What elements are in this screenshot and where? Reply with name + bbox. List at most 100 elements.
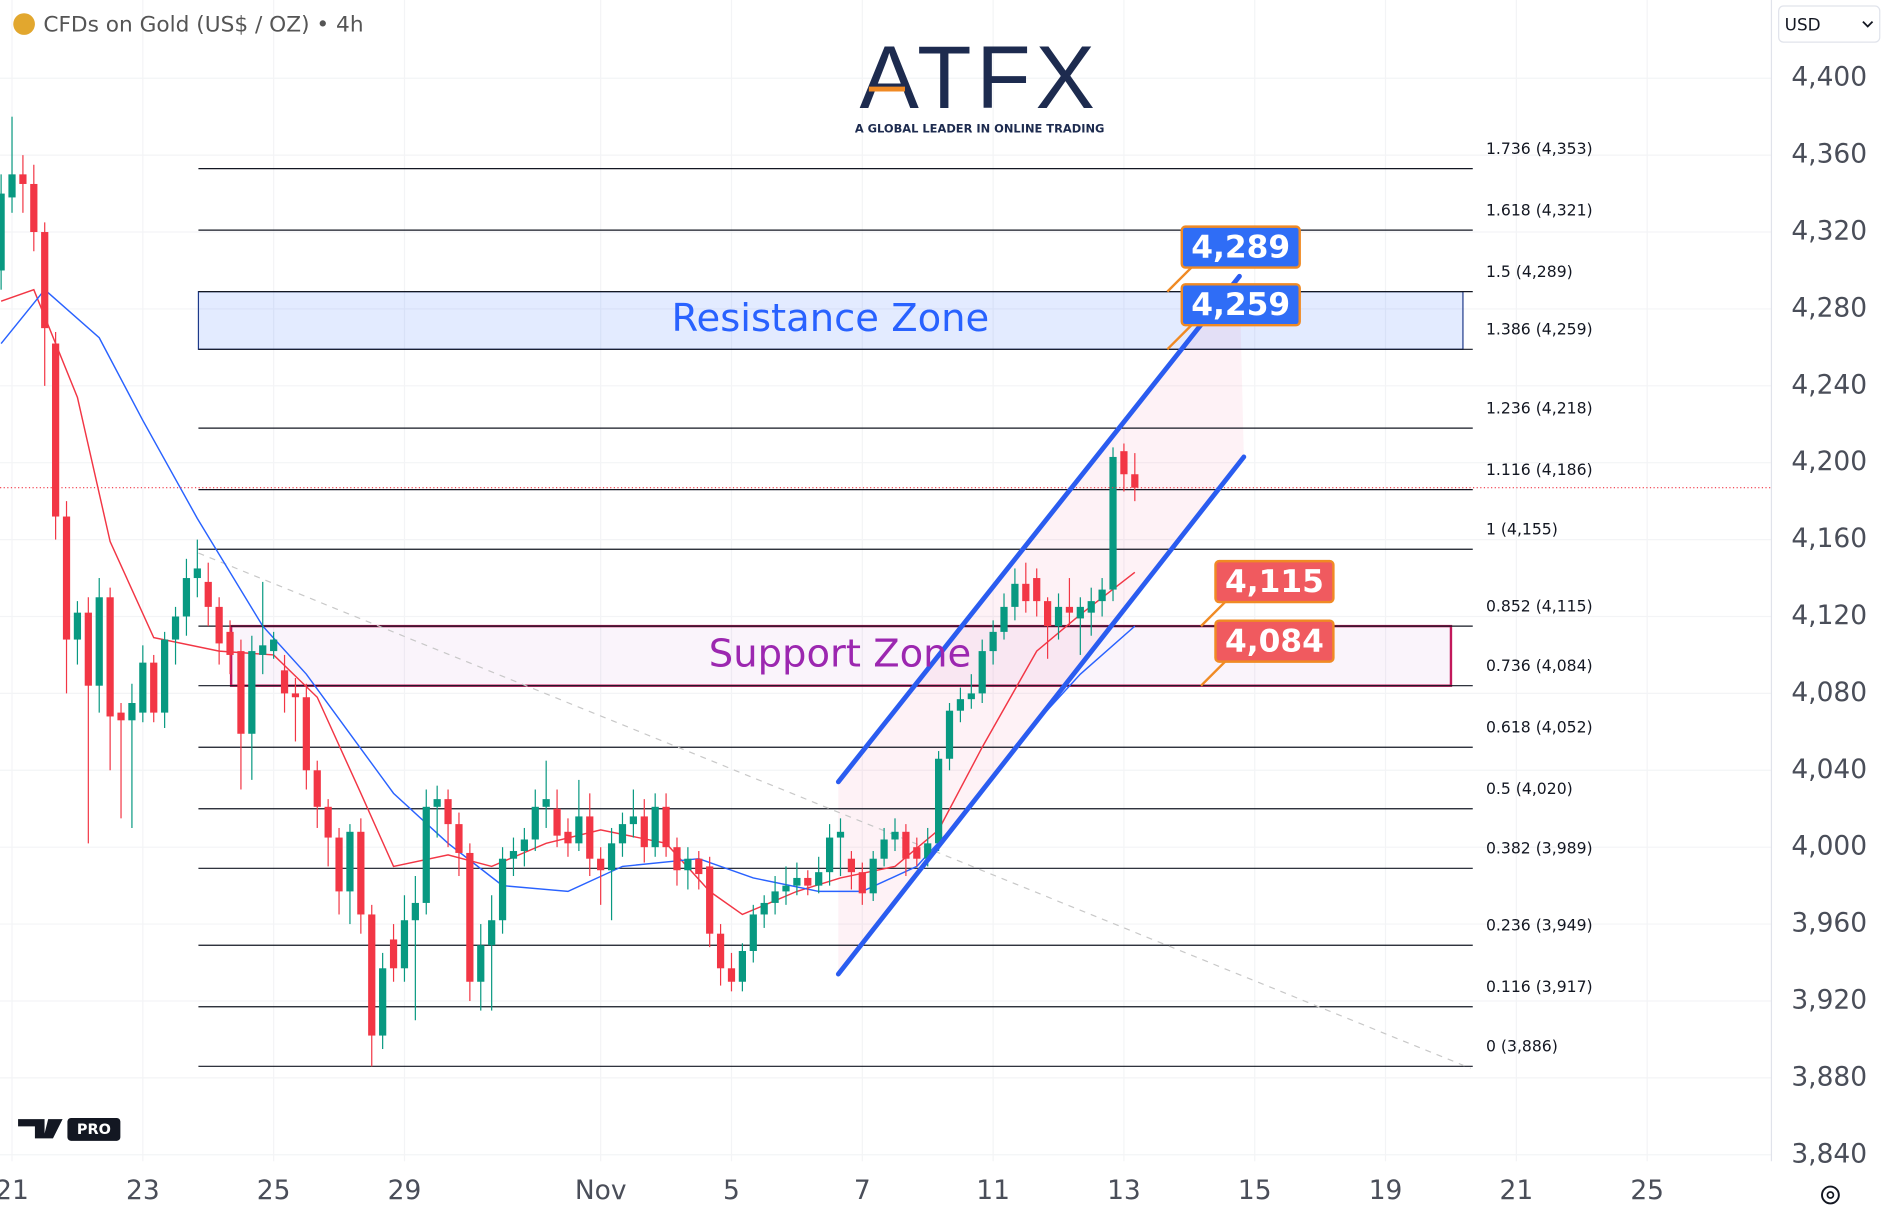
tag-pointer (1166, 324, 1193, 351)
fib-label: 0.236 (3,949) (1486, 915, 1593, 934)
candle-body (706, 866, 714, 934)
y-tick-label: 4,400 (1791, 62, 1867, 93)
candle-body (1120, 451, 1128, 475)
candle-body (259, 645, 267, 655)
candle-body (95, 597, 103, 686)
candle-body (509, 851, 518, 859)
x-tick-label: 11 (976, 1175, 1010, 1206)
fib-label: 1.386 (4,259) (1486, 320, 1593, 339)
candle-body (1022, 583, 1030, 602)
candle-body (662, 806, 670, 848)
price-tag (1214, 559, 1335, 604)
fib-label: 1.618 (4,321) (1486, 200, 1593, 219)
fib-label: 0.618 (4,052) (1486, 717, 1593, 736)
candle-body (139, 662, 147, 713)
candle-body (357, 831, 365, 915)
x-tick-label: 29 (388, 1175, 422, 1206)
candle-body (1076, 606, 1084, 619)
candle-body (291, 693, 300, 698)
y-tick-label: 3,960 (1791, 908, 1867, 939)
candle-body (575, 816, 583, 844)
candle-body (825, 837, 834, 873)
x-tick-label: 13 (1107, 1175, 1141, 1206)
candle-body (1000, 606, 1008, 632)
candle-body (280, 670, 289, 694)
candle-body (444, 799, 452, 825)
price-tag (1214, 619, 1335, 663)
candle-body (520, 839, 528, 852)
candle-body (618, 824, 627, 844)
candle-body (553, 808, 561, 836)
candle-body (695, 858, 703, 875)
x-tick-label: 23 (126, 1175, 160, 1206)
x-tick-label: 21 (0, 1175, 29, 1206)
y-tick-label: 4,360 (1791, 139, 1867, 170)
candle-body (760, 902, 768, 915)
y-tick-label: 4,160 (1791, 523, 1867, 554)
candle-body (455, 824, 463, 853)
candle-body (673, 847, 681, 871)
settings-icon[interactable] (1821, 1185, 1840, 1205)
candle-body (346, 831, 354, 892)
candle-body (793, 877, 801, 886)
fib-label: 0.736 (4,084) (1486, 656, 1593, 675)
currency-label[interactable]: USD (1785, 14, 1821, 34)
candle-body (1054, 606, 1063, 627)
x-tick-label: 5 (723, 1175, 740, 1206)
logo-tagline: A GLOBAL LEADER IN ONLINE TRADING (855, 121, 1105, 135)
y-tick-label: 4,280 (1791, 292, 1867, 323)
price-tag-label: 4,259 (1191, 287, 1290, 323)
fib-label: 0.382 (3,989) (1486, 839, 1593, 858)
x-tick-label: 21 (1500, 1175, 1534, 1206)
fib-label: 0.5 (4,020) (1486, 779, 1573, 798)
candle-body (270, 639, 278, 652)
candle-body (869, 858, 877, 894)
candle-body (498, 858, 507, 921)
dropdown-chevron (1862, 21, 1874, 28)
candle-body (62, 516, 71, 640)
y-tick-label: 4,240 (1791, 369, 1867, 400)
candle-body (182, 578, 191, 617)
candle-body (738, 950, 746, 982)
candle-body (945, 710, 954, 759)
candle-body (913, 847, 921, 859)
channel-line (835, 273, 1242, 785)
candle-body (640, 816, 648, 848)
candle-body (128, 703, 136, 721)
fib-label: 1.236 (4,218) (1486, 398, 1593, 417)
price-tag-label: 4,084 (1225, 623, 1324, 659)
pro-badge-text: PRO (77, 1122, 111, 1138)
candle-body (716, 933, 725, 969)
trendline (198, 552, 1471, 1069)
y-tick-label: 4,040 (1791, 754, 1867, 785)
candle-body (422, 806, 430, 903)
channel-line (835, 454, 1247, 977)
y-tick-label: 4,000 (1791, 831, 1867, 862)
candle-body (967, 693, 975, 700)
zone-label: Resistance Zone (672, 296, 990, 341)
symbol-title: CFDs on Gold (US$ / OZ) • 4h (43, 12, 363, 37)
candle-body (727, 968, 736, 982)
candle-body (226, 631, 234, 655)
x-tick-label: 19 (1369, 1175, 1403, 1206)
candle-body (400, 920, 409, 969)
candle-body (749, 914, 757, 951)
candle-body (836, 831, 845, 838)
y-tick-label: 4,120 (1791, 600, 1867, 631)
candle-body (215, 606, 223, 644)
candle-body (237, 651, 245, 734)
candle-body (368, 914, 376, 1036)
x-tick-label: 15 (1238, 1175, 1272, 1206)
fib-label: 1 (4,155) (1486, 519, 1558, 538)
candle-body (815, 872, 823, 886)
y-tick-label: 3,920 (1791, 984, 1867, 1015)
candle-body (989, 631, 997, 652)
currency-dropdown[interactable] (1778, 5, 1881, 43)
candle-body (1131, 474, 1139, 488)
candle-body (8, 174, 16, 198)
candle-body (891, 831, 899, 840)
tv-logo (18, 1119, 63, 1139)
candle-body (1098, 589, 1106, 602)
